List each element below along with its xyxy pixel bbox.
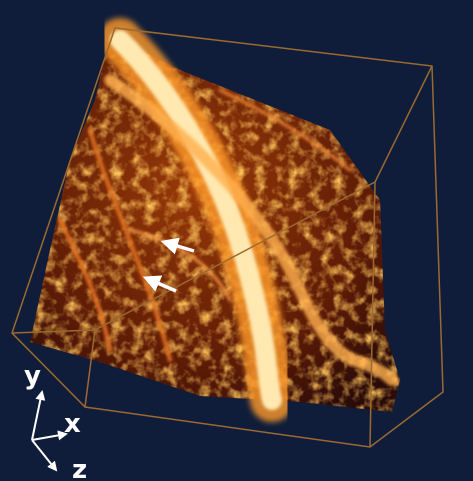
axis-label: x — [64, 409, 81, 439]
volume-render: y x z — [0, 0, 473, 481]
page: y x z (() => { const data = JSON.parse(d… — [0, 0, 473, 481]
axis-label: y — [24, 361, 41, 391]
axis-label: z — [72, 455, 87, 481]
